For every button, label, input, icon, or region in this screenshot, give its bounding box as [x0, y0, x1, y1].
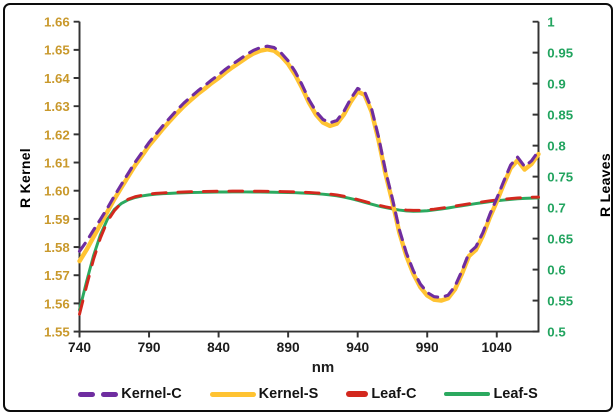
legend-item-kernel-s: Kernel-S — [209, 386, 319, 402]
right-axis-tick-label: 0.85 — [547, 108, 573, 123]
right-axis-title: R Leaves — [597, 153, 613, 217]
right-axis-tick-label: 0.7 — [547, 201, 565, 216]
left-axis-tick-label: 1.59 — [44, 212, 70, 227]
right-axis-tick-label: 0.55 — [547, 293, 573, 308]
left-axis-title: R Kernel — [17, 148, 33, 208]
x-axis-tick-label: 790 — [138, 340, 161, 355]
legend-label-leaf-c: Leaf-C — [371, 386, 417, 402]
series-line-kernel-c — [77, 44, 541, 300]
right-axis-tick-label: 0.5 — [547, 324, 565, 339]
left-axis-tick-label: 1.56 — [44, 296, 70, 311]
left-axis-tick-label: 1.58 — [44, 240, 70, 255]
right-axis-tick-label: 0.9 — [547, 77, 565, 92]
leaf-c-line-swatch-icon — [346, 391, 369, 397]
left-axis-tick-label: 1.65 — [44, 43, 70, 58]
right-axis-tick-label: 0.6 — [547, 263, 565, 278]
chart-frame: 1.66 1.65 1.64 1.63 1.62 1.61 1.60 1.59 1.58 1.57… — [3, 3, 613, 412]
left-axis-tick-label: 1.64 — [44, 71, 70, 86]
legend-item-leaf-c: Leaf-C — [346, 386, 416, 402]
x-axis-title: nm — [311, 359, 335, 376]
kernel-s-line-swatch-icon — [209, 391, 256, 397]
x-axis-tick-label: 840 — [207, 340, 230, 355]
x-axis-tick-label: 740 — [68, 340, 91, 355]
x-axis-tick-label: 940 — [346, 340, 369, 355]
right-axis-tick-label: 0.65 — [547, 232, 573, 247]
series-line-kernel-s — [77, 47, 541, 303]
x-axis-tick-label: 1040 — [481, 340, 512, 355]
left-axis-tick-label: 1.57 — [44, 268, 70, 283]
left-axis-tick-label: 1.63 — [44, 99, 70, 114]
leaf-s-line-swatch-icon — [444, 392, 491, 396]
legend-label-kernel-c: Kernel-C — [121, 386, 182, 402]
right-axis-tick-label: 1 — [547, 15, 554, 30]
series-line-leaf-c — [78, 189, 540, 316]
right-axis-tick-label: 0.75 — [547, 170, 573, 185]
right-axis-tick-label: 0.95 — [547, 46, 573, 61]
left-axis-tick-label: 1.66 — [44, 15, 70, 30]
right-axis-tick-label: 0.8 — [547, 139, 565, 154]
kernel-c-line-swatch-icon — [78, 391, 119, 397]
left-axis-tick-label: 1.60 — [44, 184, 70, 199]
legend-item-kernel-c: Kernel-C — [78, 386, 182, 402]
left-axis-tick-label: 1.61 — [44, 155, 70, 170]
legend-label-leaf-s: Leaf-S — [493, 386, 538, 402]
x-axis-tick-label: 990 — [416, 340, 439, 355]
left-axis-tick-label: 1.55 — [44, 324, 70, 339]
chart-canvas: 1.66 1.65 1.64 1.63 1.62 1.61 1.60 1.59 1.58 1.57… — [44, 15, 573, 356]
chart-legend: Kernel-C Kernel-S Leaf-C Leaf-S — [5, 386, 611, 402]
legend-label-kernel-s: Kernel-S — [258, 386, 319, 402]
left-axis-tick-label: 1.62 — [44, 127, 70, 142]
x-axis-tick-label: 890 — [277, 340, 300, 355]
legend-item-leaf-s: Leaf-S — [444, 386, 538, 402]
